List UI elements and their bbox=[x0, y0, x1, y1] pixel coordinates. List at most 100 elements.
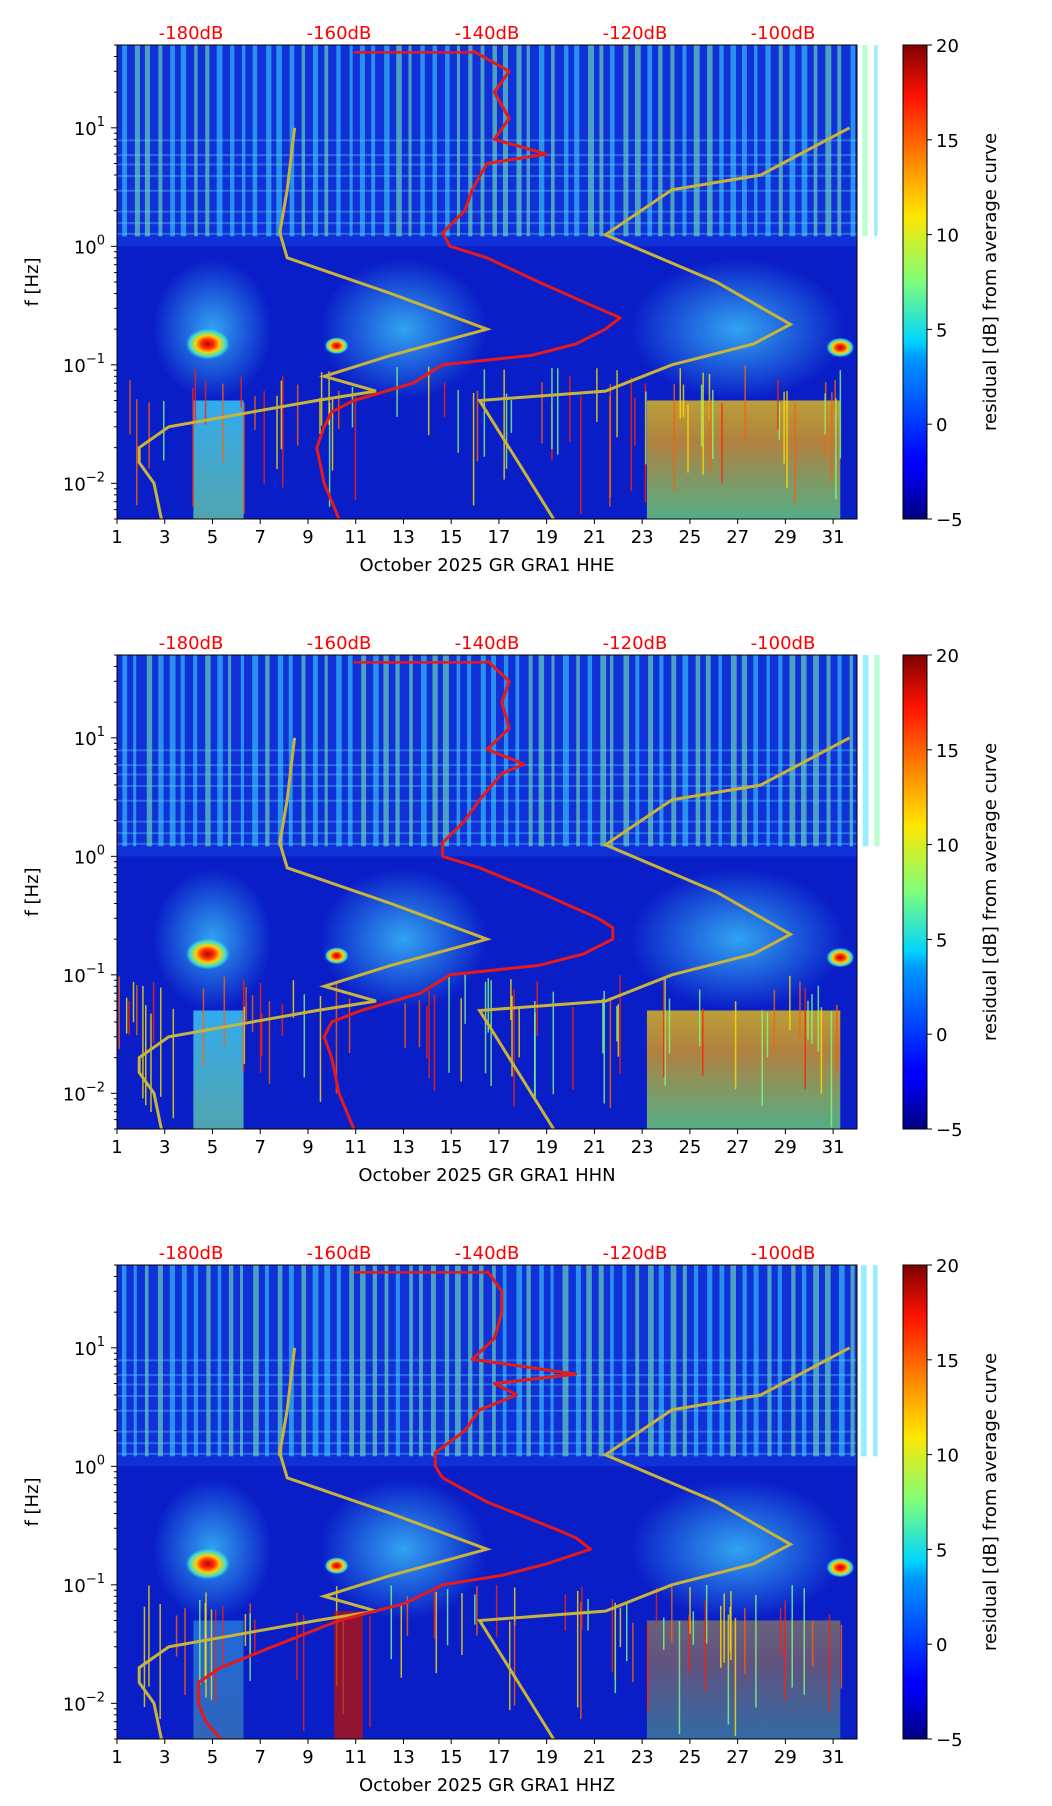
daily-streak bbox=[408, 45, 412, 237]
median-psd-curve bbox=[322, 659, 615, 1129]
event-streak bbox=[581, 1586, 583, 1630]
event-streak bbox=[783, 391, 785, 464]
daily-streak bbox=[217, 1265, 222, 1457]
daily-streak bbox=[599, 45, 604, 237]
event-streak bbox=[834, 379, 836, 413]
colorbar: 20 15 10 5 0 −5 residual [dB] from average cur… bbox=[902, 1256, 1001, 1751]
daily-streak bbox=[791, 1265, 796, 1457]
event-streak bbox=[243, 1006, 246, 1064]
x-tick-label: 19 bbox=[535, 1747, 558, 1768]
event-streak bbox=[240, 376, 242, 408]
event-streak bbox=[150, 1013, 152, 1113]
x-tick-label: 21 bbox=[583, 527, 606, 548]
daily-streak bbox=[874, 655, 880, 847]
event-streak bbox=[679, 368, 682, 419]
top-db-axis: -180dB -160dB -140dB -120dB -100dB bbox=[159, 1243, 816, 1264]
event-streak bbox=[428, 990, 430, 1079]
event-streak bbox=[791, 1585, 793, 1688]
event-streak bbox=[351, 386, 354, 428]
daily-streak bbox=[682, 1265, 687, 1457]
event-streak bbox=[254, 1619, 256, 1653]
event-streak bbox=[296, 1612, 298, 1680]
daily-streak bbox=[206, 1265, 211, 1457]
event-streak bbox=[128, 1000, 130, 1035]
nhnm-curve bbox=[477, 126, 851, 519]
curves bbox=[137, 659, 851, 1129]
y-tick-label: 100 bbox=[74, 1453, 105, 1478]
daily-streak bbox=[849, 655, 854, 847]
event-streak bbox=[712, 389, 714, 460]
freq-line bbox=[117, 832, 857, 835]
event-streak bbox=[603, 990, 605, 1104]
event-streak bbox=[390, 1585, 393, 1660]
daily-streak bbox=[765, 45, 771, 237]
event-streak bbox=[655, 1587, 658, 1624]
daily-streak bbox=[623, 655, 630, 847]
event-streak bbox=[811, 994, 813, 1044]
daily-streak bbox=[252, 655, 259, 847]
daily-streak bbox=[515, 655, 520, 847]
event-streak bbox=[184, 1607, 186, 1695]
event-streak bbox=[511, 995, 513, 1077]
event-streak bbox=[136, 399, 138, 506]
daily-streak bbox=[789, 45, 796, 237]
colorbar-gradient bbox=[902, 654, 928, 1130]
event-streak bbox=[490, 980, 492, 1086]
daily-streak bbox=[349, 1265, 354, 1457]
top-db-label: -160dB bbox=[307, 1243, 372, 1264]
daily-streak bbox=[384, 1265, 389, 1457]
event-streak bbox=[245, 986, 247, 1021]
daily-streak bbox=[778, 655, 783, 847]
daily-streak bbox=[874, 45, 878, 237]
top-db-label: -140dB bbox=[455, 1243, 520, 1264]
daily-streak bbox=[801, 655, 807, 847]
daily-streak bbox=[122, 45, 128, 237]
freq-line bbox=[117, 820, 857, 823]
nlnm-curve bbox=[137, 737, 492, 1129]
top-db-label: -180dB bbox=[159, 1243, 224, 1264]
y-tick-label: 10−2 bbox=[63, 1690, 105, 1715]
event-streak bbox=[249, 1613, 251, 1681]
daily-streak bbox=[682, 655, 689, 847]
event-streak bbox=[630, 377, 633, 492]
event-streak bbox=[404, 1003, 406, 1049]
freq-line bbox=[117, 764, 857, 767]
daily-streak bbox=[324, 655, 328, 847]
y-tick-label: 10−1 bbox=[63, 962, 105, 987]
freq-line bbox=[117, 1442, 857, 1445]
event-streak bbox=[609, 997, 612, 1109]
daily-streak bbox=[336, 1265, 341, 1457]
freq-line bbox=[117, 139, 857, 142]
x-tick-label: 19 bbox=[535, 527, 558, 548]
daily-streak bbox=[813, 655, 819, 847]
event-streak bbox=[817, 985, 820, 1052]
daily-streak bbox=[719, 45, 724, 237]
daily-streak bbox=[361, 655, 367, 847]
event-streak bbox=[744, 1608, 746, 1674]
daily-streak bbox=[277, 655, 284, 847]
x-tick-label: 23 bbox=[631, 1747, 654, 1768]
event-streak bbox=[426, 1006, 428, 1059]
event-streak bbox=[789, 975, 791, 1031]
x-tick-label: 31 bbox=[822, 1137, 845, 1158]
microseism-hotspot bbox=[185, 1548, 230, 1580]
daily-streak bbox=[719, 1265, 725, 1457]
daily-streak bbox=[122, 655, 128, 847]
daily-streak bbox=[312, 655, 318, 847]
daily-streak bbox=[383, 655, 389, 847]
x-axis: 1 3 5 7 9 11 13 15 17 19 21 23 25 27 29 31 bbox=[111, 1129, 845, 1158]
colorbar-tick-label: 0 bbox=[936, 1635, 947, 1656]
colorbar-label: residual [dB] from average curve bbox=[980, 743, 1001, 1041]
x-tick-label: 13 bbox=[392, 527, 415, 548]
event-streak bbox=[807, 1000, 809, 1040]
daily-streak bbox=[813, 1265, 820, 1457]
daily-streak bbox=[753, 1265, 759, 1457]
daily-streak bbox=[695, 655, 701, 847]
top-db-label: -180dB bbox=[159, 23, 224, 44]
event-streak bbox=[222, 1605, 224, 1665]
event-streak bbox=[830, 1011, 833, 1128]
microseism-glow bbox=[319, 259, 487, 400]
event-streak bbox=[276, 395, 278, 470]
event-streak bbox=[541, 382, 543, 444]
event-streak bbox=[510, 399, 513, 433]
